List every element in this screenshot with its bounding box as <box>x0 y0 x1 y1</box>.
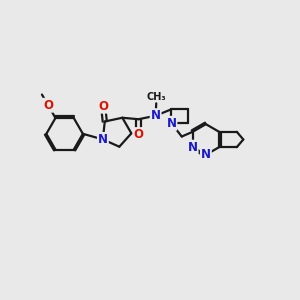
Text: N: N <box>98 133 108 146</box>
Text: O: O <box>134 128 144 141</box>
Text: N: N <box>188 141 198 154</box>
Text: N: N <box>201 148 211 161</box>
Text: N: N <box>151 109 160 122</box>
Text: N: N <box>167 117 176 130</box>
Text: O: O <box>43 99 53 112</box>
Text: CH₃: CH₃ <box>146 92 166 102</box>
Text: O: O <box>98 100 108 113</box>
